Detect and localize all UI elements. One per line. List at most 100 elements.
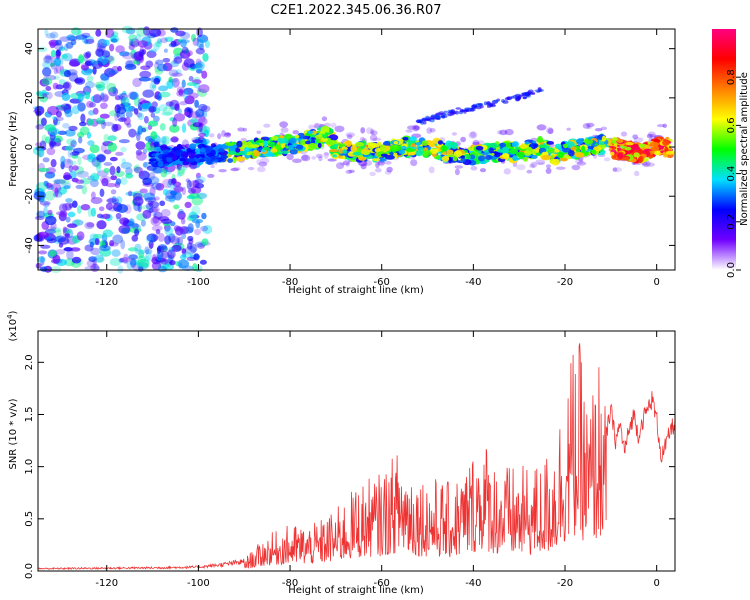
ridge-dot xyxy=(610,151,615,156)
halo-dot xyxy=(633,137,644,143)
noise-dot xyxy=(116,106,127,115)
noise-dot xyxy=(77,55,85,64)
noise-dot xyxy=(114,95,121,101)
noise-dot xyxy=(150,112,156,118)
noise-dot xyxy=(59,179,70,185)
noise-dot xyxy=(43,206,48,216)
halo-dot xyxy=(582,123,591,129)
noise-dot xyxy=(125,172,134,179)
noise-dot xyxy=(96,213,104,219)
branch-dot xyxy=(455,107,462,110)
noise-dot xyxy=(78,54,84,64)
noise-dot xyxy=(109,165,116,176)
noise-dot xyxy=(70,247,81,252)
noise-dot xyxy=(168,78,178,83)
noise-dot xyxy=(155,59,164,65)
halo-dot xyxy=(225,132,231,136)
ridge-dot xyxy=(440,145,448,152)
ridge-dot xyxy=(300,139,306,146)
noise-dot xyxy=(108,86,119,97)
noise-dot xyxy=(57,130,67,135)
noise-dot xyxy=(46,147,56,156)
noise-dot xyxy=(169,124,180,133)
ridge-dot xyxy=(422,150,432,157)
ridge-dot xyxy=(429,148,439,154)
ridge-dot xyxy=(227,158,234,164)
noise-dot xyxy=(105,183,117,188)
noise-dot xyxy=(192,139,204,144)
noise-dot xyxy=(165,101,174,107)
noise-dot xyxy=(60,155,66,166)
noise-dot xyxy=(136,151,147,161)
ridge-dot xyxy=(570,146,577,151)
noise-dot xyxy=(146,50,157,58)
ridge-dot xyxy=(524,150,532,156)
noise-dot xyxy=(173,186,184,193)
halo-dot xyxy=(346,134,353,140)
snr-scale-exponent: 4 xyxy=(6,314,14,319)
noise-dot xyxy=(160,136,167,144)
ridge-dot xyxy=(645,150,651,156)
noise-dot xyxy=(120,146,127,153)
noise-dot xyxy=(68,165,74,172)
ridge-dot xyxy=(352,152,362,156)
ridge-dot xyxy=(337,143,347,148)
noise-dot xyxy=(81,184,88,195)
noise-dot xyxy=(116,166,121,174)
noise-dot xyxy=(152,216,159,224)
halo-dot xyxy=(237,127,245,132)
x-tick-label: -60 xyxy=(374,277,390,288)
noise-dot xyxy=(148,106,157,113)
ridge-dot xyxy=(524,141,530,145)
noise-dot xyxy=(54,43,64,51)
noise-dot xyxy=(72,200,78,208)
noise-dot xyxy=(155,183,165,191)
noise-dot xyxy=(151,84,156,89)
noise-dot xyxy=(139,70,152,78)
halo-dot xyxy=(594,128,603,132)
ridge-dot xyxy=(598,141,606,145)
halo-dot xyxy=(662,123,667,128)
noise-dot xyxy=(62,226,67,233)
halo-dot xyxy=(645,162,655,167)
noise-dot xyxy=(64,108,73,118)
x-tick-label: -20 xyxy=(557,578,573,589)
halo-dot xyxy=(301,154,309,161)
spectrogram-panel: -120 -100 -80 -60 -40 -20 0 -40 -20 0 20 40 Height… xyxy=(8,25,676,296)
ridge-dot xyxy=(485,154,493,160)
noise-dot xyxy=(186,82,198,87)
noise-dot xyxy=(44,215,57,226)
halo-dot xyxy=(315,153,323,159)
ridge-dot xyxy=(225,142,235,146)
halo-dot xyxy=(454,165,464,169)
branch-dot xyxy=(489,102,496,107)
noise-dot xyxy=(119,217,130,226)
ridge-dot xyxy=(234,152,242,156)
ridge-dot xyxy=(253,150,260,157)
halo-dot xyxy=(566,127,571,131)
halo-dot xyxy=(571,164,581,171)
noise-dot xyxy=(44,29,49,36)
noise-dot xyxy=(86,222,95,228)
noise-dot xyxy=(130,38,140,48)
noise-dot xyxy=(195,47,205,55)
noise-dot xyxy=(135,141,146,150)
noise-dot xyxy=(64,129,76,137)
spectrogram-y-label: Frequency (Hz) xyxy=(8,111,19,187)
ridge-dot xyxy=(354,141,365,147)
noise-dot xyxy=(120,239,126,250)
noise-dot xyxy=(123,116,131,126)
ridge-dot xyxy=(576,138,584,145)
noise-dot xyxy=(71,151,80,156)
ridge-dot xyxy=(453,150,462,158)
noise-dot xyxy=(99,175,111,184)
y-tick-label: 0.0 xyxy=(24,563,35,579)
noise-dot xyxy=(138,170,150,180)
noise-dot xyxy=(99,113,110,119)
noise-dot xyxy=(197,192,208,199)
noise-dot xyxy=(157,38,162,44)
noise-dot xyxy=(127,218,135,228)
noise-dot xyxy=(105,202,113,210)
colorbar-tick-label: 0.2 xyxy=(726,214,737,230)
noise-dot xyxy=(34,106,45,116)
